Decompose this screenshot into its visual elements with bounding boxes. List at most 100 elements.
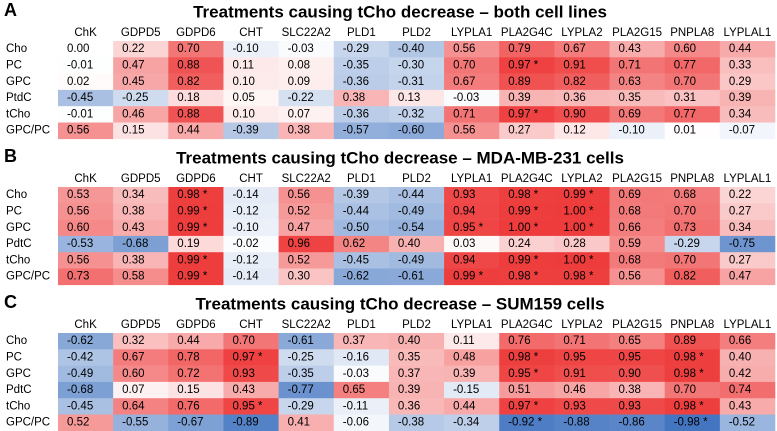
column-label: SLC22A2	[282, 173, 331, 185]
heatmap-cell	[223, 219, 279, 237]
row-label: PtdC	[6, 92, 32, 104]
cell-label: 0.36	[563, 92, 585, 104]
heatmap-cell	[168, 252, 224, 269]
heatmap-cell	[113, 106, 169, 123]
cell-label: 0.98 *	[674, 351, 705, 363]
heatmap-cell	[58, 187, 114, 204]
cell-label: -0.30	[398, 59, 424, 71]
cell-label: 0.62	[343, 238, 365, 250]
cell-label: 0.90	[619, 368, 641, 380]
cell-label: -0.29	[288, 400, 314, 412]
cell-label: 0.39	[508, 92, 530, 104]
heatmap-cell	[278, 73, 335, 91]
heatmap-cell	[609, 235, 665, 253]
heatmap-cell	[58, 73, 114, 91]
row-label: PdtC	[6, 238, 32, 250]
cell-label: -0.45	[67, 400, 93, 412]
cell-label: 0.60	[122, 368, 144, 380]
cell-label: 0.71	[619, 59, 641, 71]
cell-label: -0.01	[67, 59, 93, 71]
cell-label: 0.38	[619, 384, 641, 396]
chart-title: Treatments causing tCho decrease – SUM15…	[195, 294, 604, 313]
heatmap-cell	[113, 381, 169, 399]
cell-label: 0.35	[398, 351, 420, 363]
cell-label: -0.12	[232, 205, 258, 217]
cell-label: 1.00 *	[563, 205, 594, 217]
heatmap-cell	[388, 41, 445, 58]
heatmap-cell	[664, 235, 721, 253]
cell-label: 0.44	[729, 43, 752, 55]
cell-label: 0.95	[619, 351, 641, 363]
heatmap-cell	[664, 365, 721, 383]
cell-label: 0.47	[729, 271, 751, 283]
column-label: LYPLA2	[561, 319, 602, 331]
cell-label: 0.72	[177, 368, 199, 380]
heatmap-cell	[223, 57, 279, 74]
heatmap-cell	[444, 365, 500, 383]
heatmap-cell	[664, 219, 721, 237]
cell-label: 0.65	[343, 384, 365, 396]
cell-label: 0.98 *	[674, 400, 705, 412]
heatmap-cell	[333, 122, 390, 140]
heatmap-cell	[58, 333, 114, 350]
heatmap-cell	[664, 414, 721, 431]
heatmap-cell	[223, 414, 279, 431]
heatmap-cell	[223, 41, 279, 58]
cell-label: 0.67	[563, 43, 585, 55]
cell-label: 0.12	[563, 125, 585, 137]
heatmap-cell	[58, 89, 114, 107]
panel-label: C	[4, 292, 17, 312]
heatmap-cell	[664, 73, 721, 91]
heatmap-cell	[499, 414, 555, 431]
heatmap-cell	[719, 252, 776, 269]
heatmap-cell	[444, 57, 500, 74]
cell-label: 0.99 *	[453, 271, 484, 283]
heatmap-cell	[499, 333, 555, 350]
cell-label: 0.05	[232, 92, 254, 104]
heatmap-cell	[664, 252, 721, 269]
cell-label: 0.00	[67, 43, 89, 55]
cell-label: 0.52	[288, 254, 310, 266]
heatmap-cell	[58, 41, 114, 58]
heatmap-cell	[113, 365, 169, 383]
cell-label: 1.00 *	[508, 222, 539, 234]
cell-label: 0.43	[729, 400, 751, 412]
cell-label: 0.97 *	[508, 400, 539, 412]
heatmap-cell	[333, 414, 390, 431]
cell-label: 0.44	[453, 400, 476, 412]
cell-label: 0.52	[288, 205, 310, 217]
heatmap-cell	[499, 89, 555, 107]
column-label: GDPD5	[121, 319, 161, 331]
heatmap-cell	[499, 187, 555, 204]
cell-label: -0.03	[343, 368, 369, 380]
heatmap-cell	[664, 349, 721, 366]
heatmap-cell	[223, 187, 279, 204]
cell-label: 0.90	[563, 108, 585, 120]
column-label: LYPLA1	[451, 319, 492, 331]
heatmap-cell	[554, 268, 610, 286]
cell-label: -0.35	[343, 59, 369, 71]
heatmap-cell	[223, 122, 279, 140]
row-label: tCho	[6, 108, 30, 120]
heatmap-cell	[168, 187, 224, 204]
panel-label: B	[4, 146, 17, 166]
cell-label: 0.67	[453, 76, 475, 88]
cell-label: -0.10	[619, 125, 645, 137]
cell-label: 0.58	[122, 271, 144, 283]
heatmap-cell	[719, 41, 776, 58]
heatmap-cell	[554, 235, 610, 253]
cell-label: 0.51	[508, 384, 530, 396]
column-label: PLA2G4C	[501, 27, 553, 39]
column-label: LYPLAL1	[724, 27, 772, 39]
heatmap-cell	[388, 349, 445, 366]
cell-label: -0.53	[67, 238, 93, 250]
heatmap-cell	[113, 414, 169, 431]
cell-label: 0.76	[508, 335, 530, 347]
heatmap-cell	[554, 187, 610, 204]
cell-label: 0.70	[453, 59, 475, 71]
cell-label: 0.56	[453, 125, 475, 137]
heatmap-cell	[113, 203, 169, 220]
cell-label: 0.35	[619, 92, 641, 104]
heatmap-cell	[664, 203, 721, 220]
heatmap-cell	[388, 57, 445, 74]
